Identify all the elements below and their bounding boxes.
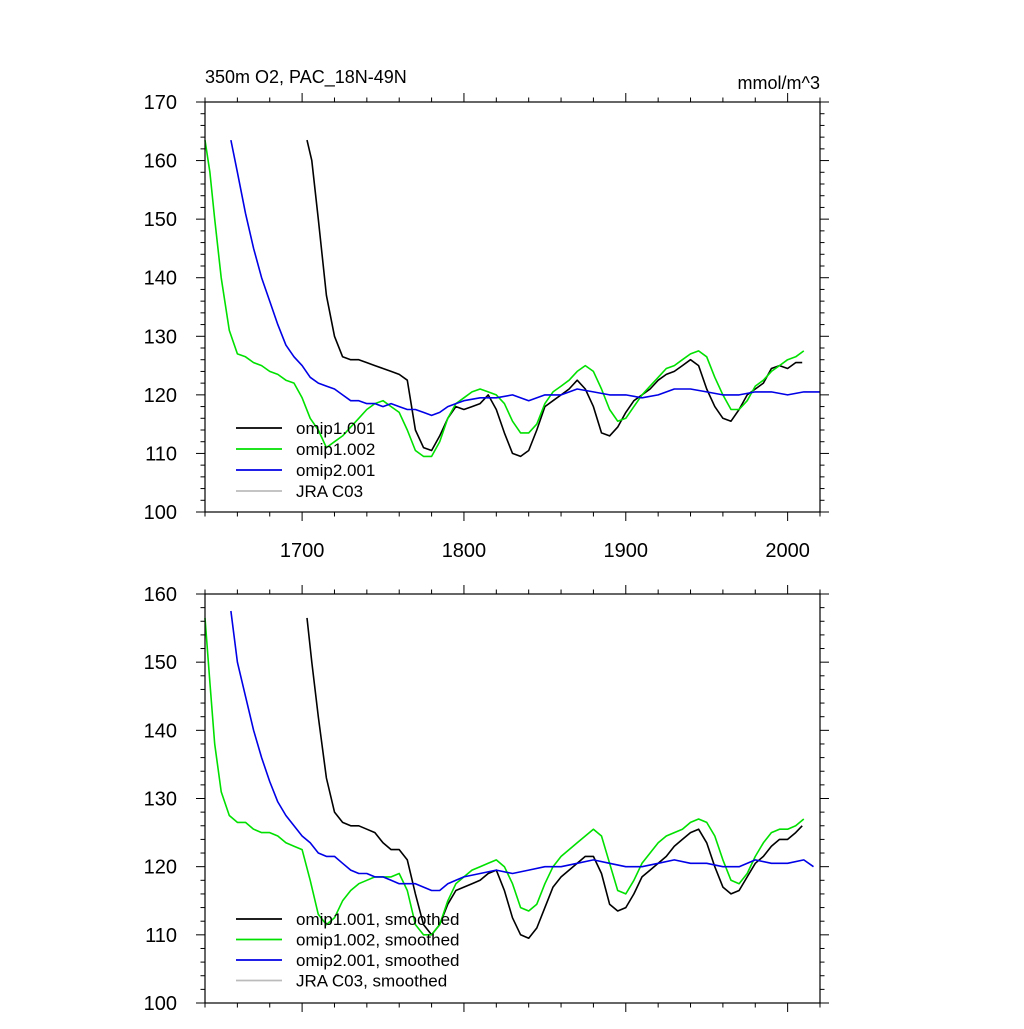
- y-tick-label: 130: [144, 789, 177, 811]
- series-line-omip1-002-smoothed: [204, 617, 805, 936]
- y-tick-label: 140: [144, 720, 177, 742]
- x-tick-label: 1900: [604, 540, 649, 562]
- panel-1: 100 110 120 130 140 150 160 170 1700 1800 1900 2000…: [144, 67, 829, 562]
- series-lines: [204, 610, 814, 939]
- series-line-omip1-001-smoothed: [306, 617, 803, 939]
- y-tick-label: 170: [144, 92, 177, 114]
- legend-label: omip1.002, smoothed: [296, 931, 460, 950]
- legend-label: omip2.001, smoothed: [296, 951, 460, 970]
- y-tick-label: 150: [144, 652, 177, 674]
- y-tick-labels: 100 110 120 130 140 150 160 170: [144, 92, 177, 524]
- y-tick-label: 160: [144, 151, 177, 173]
- series-lines: [204, 139, 820, 458]
- y-tick-label: 140: [144, 268, 177, 290]
- y-tick-label: 100: [144, 993, 177, 1015]
- panel-2: 100 110 120 130 140 150 160 omip1.001, smoothed…: [144, 584, 829, 1015]
- units-label: mmol/m^3: [738, 73, 820, 93]
- y-tick-label: 100: [144, 502, 177, 524]
- legend-label: JRA C03: [296, 482, 363, 501]
- ticks: [196, 93, 829, 521]
- x-tick-label: 1700: [280, 540, 325, 562]
- legend-label: JRA C03, smoothed: [296, 972, 447, 991]
- ticks: [196, 585, 829, 1012]
- series-line-omip2-001-smoothed: [230, 610, 814, 892]
- y-tick-label: 130: [144, 326, 177, 348]
- plot-frame: [204, 101, 821, 513]
- legend-label: omip1.001: [296, 419, 375, 438]
- legend: omip1.001 omip1.002 omip2.001 JRA C03: [236, 419, 375, 501]
- y-tick-labels: 100 110 120 130 140 150 160: [144, 584, 177, 1015]
- y-tick-label: 120: [144, 857, 177, 879]
- series-line-omip1-002: [204, 139, 805, 458]
- y-tick-label: 110: [145, 925, 177, 947]
- legend-label: omip1.001, smoothed: [296, 910, 460, 929]
- legend-label: omip1.002: [296, 440, 375, 459]
- y-tick-label: 120: [144, 385, 177, 407]
- x-tick-labels: 1700 1800 1900 2000: [280, 540, 810, 562]
- legend: omip1.001, smoothed omip1.002, smoothedom…: [236, 910, 460, 991]
- x-tick-label: 1800: [442, 540, 487, 562]
- chart-title: 350m O2, PAC_18N-49N: [205, 67, 407, 88]
- y-tick-label: 110: [145, 443, 177, 465]
- x-tick-label: 2000: [765, 540, 810, 562]
- series-line-omip2-001: [230, 139, 820, 417]
- y-tick-label: 150: [144, 209, 177, 231]
- y-tick-label: 160: [144, 584, 177, 606]
- legend-label: omip2.001: [296, 461, 375, 480]
- series-line-omip1-001: [306, 139, 803, 458]
